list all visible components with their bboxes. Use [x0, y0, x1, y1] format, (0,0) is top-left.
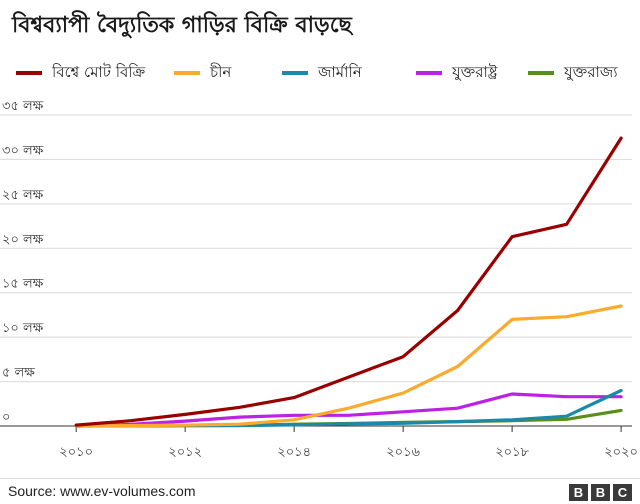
legend-item-uk: যুক্তরাজ্য — [528, 62, 618, 84]
series-line — [74, 392, 623, 428]
series-lines — [74, 136, 623, 428]
bbc-logo-block: C — [613, 484, 632, 501]
legend-swatch-uk — [528, 71, 554, 75]
x-tick-label: ২০১০ — [59, 445, 93, 460]
y-tick-label: ৫ লক্ষ — [2, 366, 35, 381]
y-tick-label: ৩০ লক্ষ — [2, 143, 44, 158]
legend-swatch-usa — [416, 71, 442, 75]
legend-item-china: চীন — [174, 62, 231, 84]
series-line — [74, 136, 623, 427]
legend-item-total: বিশ্বে মোট বিক্রি — [16, 62, 145, 84]
source-note: Source: www.ev-volumes.com — [8, 483, 196, 499]
bbc-logo-block: B — [569, 484, 588, 501]
y-tick-label: ১০ লক্ষ — [2, 321, 44, 336]
y-tick-label: ২০ লক্ষ — [2, 232, 44, 247]
y-axis-tick-labels: ০ ৫ লক্ষ ১০ লক্ষ ১৫ লক্ষ ২০ লক্ষ ২৫ লক্ষ ৩০ লক… — [2, 99, 44, 425]
y-tick-label: ২৫ লক্ষ — [2, 188, 44, 203]
legend: বিশ্বে মোট বিক্রি চীন জার্মানি যুক্তরাষ্… — [16, 62, 636, 86]
y-tick-label: ১৫ লক্ষ — [2, 277, 44, 292]
legend-swatch-total — [16, 71, 42, 75]
y-tick-label: ০ — [2, 410, 10, 425]
y-tick-label: ৩৫ লক্ষ — [2, 99, 44, 114]
x-axis: ২০১০ ২০১২ ২০১৪ ২০১৬ ২০১৮ ২০২০ — [59, 426, 638, 460]
line-chart: ০ ৫ লক্ষ ১০ লক্ষ ১৫ লক্ষ ২০ লক্ষ ২৫ লক্ষ ৩০ লক… — [0, 99, 638, 460]
legend-label-usa: যুক্তরাষ্ট্র — [452, 62, 498, 81]
bbc-logo-block: B — [591, 484, 610, 501]
x-tick-label: ২০১৬ — [386, 445, 420, 460]
legend-label-total: বিশ্বে মোট বিক্রি — [52, 62, 146, 81]
legend-swatch-china — [174, 71, 200, 75]
x-tick-label: ২০১৮ — [495, 445, 529, 460]
legend-swatch-germany — [282, 71, 308, 75]
x-tick-label: ২০১২ — [168, 445, 202, 460]
legend-label-china: চীন — [210, 62, 232, 81]
series-line — [74, 304, 623, 428]
x-tick-label: ২০২০ — [604, 445, 638, 460]
chart-title: বিশ্বব্যাপী বৈদ্যুতিক গাড়ির বিক্রি বাড়… — [12, 13, 352, 38]
legend-item-usa: যুক্তরাষ্ট্র — [416, 62, 497, 84]
x-tick-label: ২০১৪ — [277, 445, 311, 460]
legend-label-uk: যুক্তরাজ্য — [564, 62, 618, 81]
footer-divider — [0, 478, 640, 479]
bbc-logo: B B C — [569, 484, 632, 501]
grid-lines — [0, 114, 632, 427]
legend-item-germany: জার্মানি — [282, 62, 362, 84]
legend-label-germany: জার্মানি — [318, 62, 362, 81]
